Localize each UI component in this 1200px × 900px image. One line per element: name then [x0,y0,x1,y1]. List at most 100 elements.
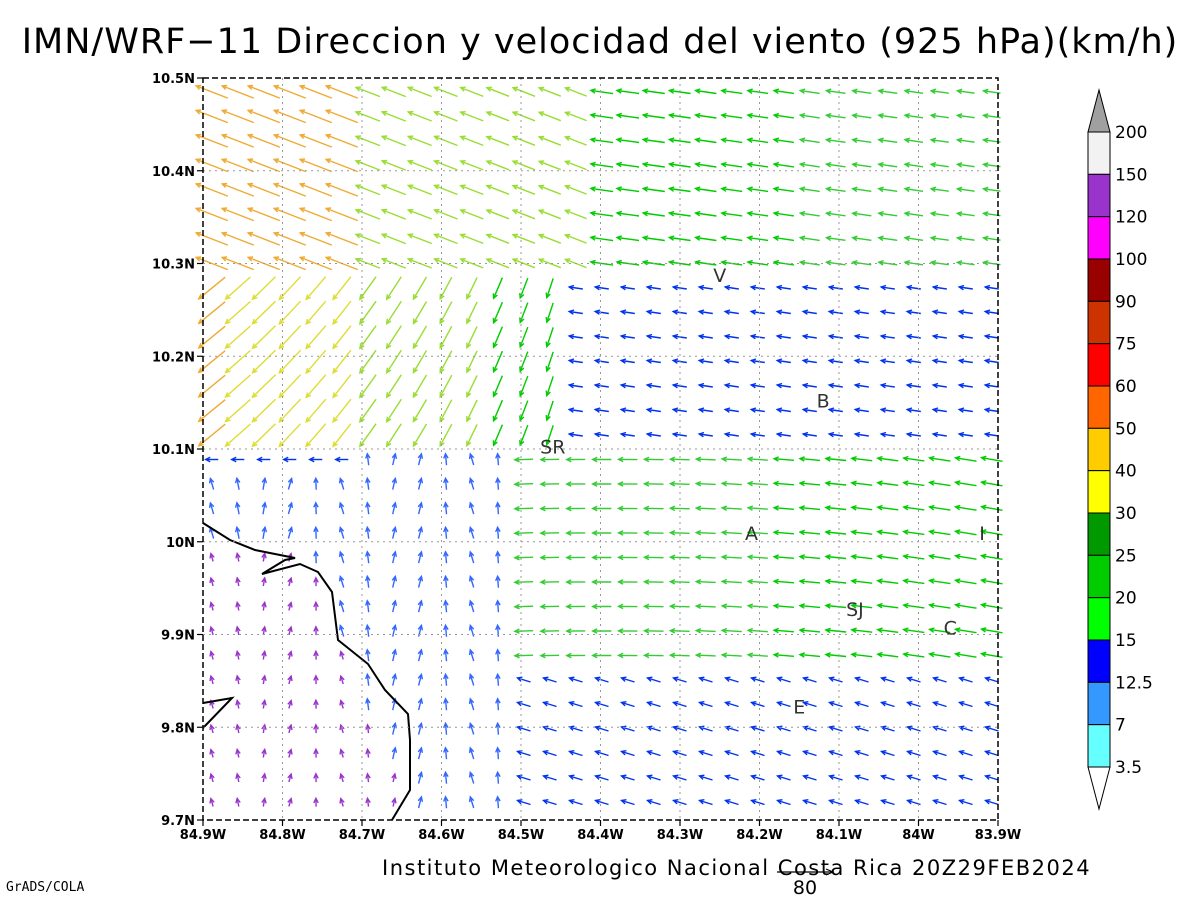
legend-label: 50 [1115,419,1137,439]
wind-vector [957,309,973,315]
wind-vector [251,423,276,448]
wind-vector [433,135,458,147]
wind-vector [642,530,664,536]
wind-vector [287,525,294,539]
wind-vector [850,529,873,536]
y-tick-label: 10.2N [152,350,195,365]
wind-vector [619,701,635,708]
wind-vector [220,256,255,271]
wind-vector [723,382,739,389]
wind-vector [251,325,276,350]
wind-vector [851,235,872,242]
wind-vector [433,257,458,269]
wind-vector [593,309,609,315]
wind-vector [983,774,999,781]
wind-vector [468,672,475,686]
wind-vector [929,260,949,266]
legend-swatch [1087,554,1111,599]
wind-vector [798,627,821,634]
wind-vector [827,676,843,683]
wind-vector [827,309,843,315]
wind-vector [468,721,475,735]
wind-vector [694,480,716,487]
wind-vector [567,676,583,683]
wind-vector [953,627,977,634]
wind-vector [459,184,484,196]
wind-vector [931,750,947,757]
wind-vector [495,599,501,613]
wind-vector [332,349,352,375]
wind-vector [953,602,977,609]
wind-vector [642,579,664,585]
city-labels: V SR B A I SJ C E [540,265,985,718]
wind-vector [511,160,536,171]
wind-vector [957,284,973,291]
wind-vector [365,574,371,588]
wind-vector [412,301,428,325]
wind-vector [539,505,560,512]
wind-vector [235,625,241,636]
wind-vector [511,209,536,220]
wind-vector [853,799,869,806]
wind-vector [468,599,475,613]
legend-swatch [1087,639,1111,683]
wind-vector [775,750,791,757]
wind-vector [208,476,215,490]
wind-vector [824,235,846,241]
wind-vector [746,603,768,609]
wind-vector [694,652,716,659]
wind-vector [541,750,557,757]
wind-vector [287,501,294,515]
wind-vector [616,628,638,634]
wind-vector [537,258,562,269]
wind-vector [593,284,609,291]
wind-vector [876,578,899,584]
wind-vector [439,374,453,399]
legend-swatch [1087,512,1111,556]
wind-vector [775,701,791,708]
wind-vector [235,674,241,685]
wind-vector [515,676,531,683]
wind-vector [261,796,267,807]
legend-label: 75 [1115,335,1137,355]
wind-vector [641,112,665,119]
city-label: E [793,696,805,718]
wind-vector [850,456,873,462]
wind-vector [619,284,635,291]
coastline [202,522,411,821]
wind-vector [979,504,1003,511]
wind-vector [746,480,768,487]
wind-vector [720,456,742,463]
wind-vector [931,676,947,683]
wind-vector [541,701,557,708]
wind-vector [513,579,534,585]
wind-vector [339,723,345,734]
wind-vector [619,750,635,757]
wind-vector [391,721,398,735]
wind-vector [332,398,352,424]
wind-vector [485,111,510,122]
wind-vector [798,529,821,536]
wind-vector [365,648,371,662]
wind-vector [697,676,713,683]
wind-vector [801,750,817,757]
wind-vector [492,424,504,447]
wind-vector [539,603,560,610]
wind-vector [902,480,925,487]
wind-vector [412,374,428,399]
wind-vector [282,456,297,463]
wind-vector [720,554,742,561]
wind-vector [545,400,554,422]
wind-vector [853,333,869,340]
wind-vector [697,358,713,364]
wind-vector [928,627,951,634]
wind-vector [485,86,510,97]
wind-vector [694,529,716,536]
wind-vector [324,231,359,246]
wind-vector [931,333,947,340]
wind-vector [354,184,381,196]
wind-vector [567,431,583,438]
wind-vector [591,481,612,487]
wind-vector [853,774,869,781]
wind-vector [955,260,975,266]
